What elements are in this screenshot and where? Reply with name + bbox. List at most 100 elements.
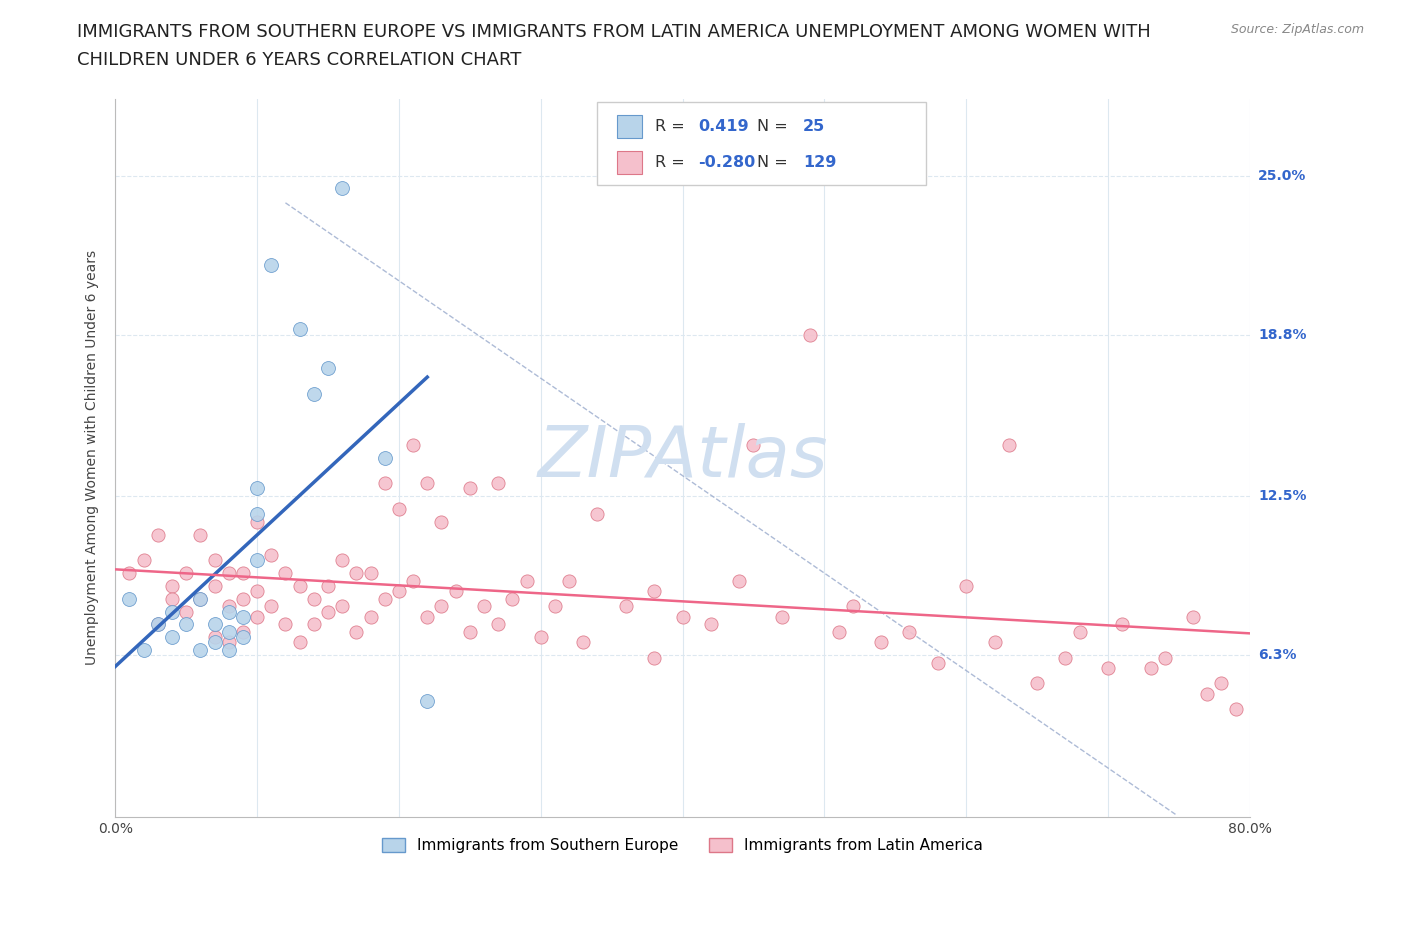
Point (841, 599, 863, 614)
Point (118, 591, 141, 606)
FancyBboxPatch shape (617, 115, 641, 139)
Point (927, 656, 949, 671)
Point (330, 181, 353, 196)
Point (218, 635, 240, 650)
Point (218, 599, 240, 614)
Point (374, 450, 396, 465)
Point (260, 258, 283, 272)
Point (288, 322, 311, 337)
Point (898, 625, 921, 640)
Text: Source: ZipAtlas.com: Source: ZipAtlas.com (1230, 23, 1364, 36)
Point (486, 476, 509, 491)
Point (416, 476, 439, 491)
Point (316, 578, 339, 593)
Legend: Immigrants from Southern Europe, Immigrants from Latin America: Immigrants from Southern Europe, Immigra… (375, 832, 990, 859)
Point (458, 625, 481, 640)
Point (174, 617, 197, 631)
Point (1054, 650, 1077, 665)
Point (501, 591, 523, 606)
Point (204, 635, 226, 650)
Point (302, 591, 325, 606)
Point (288, 635, 311, 650)
Point (458, 481, 481, 496)
Point (246, 609, 269, 624)
Point (586, 507, 609, 522)
Point (388, 584, 411, 599)
Point (870, 635, 893, 650)
Point (402, 437, 425, 452)
Point (360, 609, 382, 624)
Y-axis label: Unemployment Among Women with Children Under 6 years: Unemployment Among Women with Children U… (86, 250, 100, 665)
Point (232, 630, 254, 644)
Point (160, 591, 183, 606)
Text: 129: 129 (803, 154, 837, 170)
Point (388, 501, 411, 516)
Point (160, 578, 183, 593)
Point (146, 527, 169, 542)
Point (146, 617, 169, 631)
Point (330, 552, 353, 567)
Point (246, 584, 269, 599)
Point (344, 625, 367, 640)
Point (190, 591, 212, 606)
Point (160, 604, 183, 619)
Text: CHILDREN UNDER 6 YEARS CORRELATION CHART: CHILDREN UNDER 6 YEARS CORRELATION CHART (77, 51, 522, 69)
Point (218, 565, 240, 580)
Text: 12.5%: 12.5% (1258, 489, 1306, 503)
Point (486, 617, 509, 631)
Point (983, 635, 1005, 650)
Point (204, 578, 226, 593)
Text: 0.419: 0.419 (699, 119, 749, 134)
Point (1139, 660, 1161, 675)
Point (260, 599, 283, 614)
Text: R =: R = (655, 154, 690, 170)
Point (246, 514, 269, 529)
Point (472, 599, 495, 614)
Text: -0.280: -0.280 (699, 154, 755, 170)
Point (232, 625, 254, 640)
Point (430, 599, 453, 614)
Point (232, 609, 254, 624)
Point (1225, 701, 1247, 716)
Point (302, 386, 325, 401)
Point (728, 574, 751, 589)
Point (246, 507, 269, 522)
Point (344, 565, 367, 580)
Point (218, 643, 240, 658)
Point (430, 514, 453, 529)
FancyBboxPatch shape (598, 102, 927, 185)
Point (218, 625, 240, 640)
Point (274, 565, 297, 580)
Point (742, 437, 765, 452)
Point (160, 630, 183, 644)
Point (330, 599, 353, 614)
Point (316, 361, 339, 376)
Point (246, 552, 269, 567)
Text: 25: 25 (803, 119, 825, 134)
Point (190, 643, 212, 658)
Point (132, 552, 155, 567)
Point (1026, 676, 1049, 691)
Point (955, 578, 977, 593)
Point (643, 650, 665, 665)
Point (558, 574, 581, 589)
Point (827, 625, 849, 640)
Text: IMMIGRANTS FROM SOUTHERN EUROPE VS IMMIGRANTS FROM LATIN AMERICA UNEMPLOYMENT AM: IMMIGRANTS FROM SOUTHERN EUROPE VS IMMIG… (77, 23, 1152, 41)
Point (118, 565, 141, 580)
Point (1197, 686, 1219, 701)
Point (260, 548, 283, 563)
FancyBboxPatch shape (617, 151, 641, 174)
Point (1211, 676, 1233, 691)
Point (288, 578, 311, 593)
Point (515, 574, 537, 589)
Point (174, 604, 197, 619)
Point (204, 552, 226, 567)
Text: 25.0%: 25.0% (1258, 168, 1306, 182)
Point (190, 591, 212, 606)
Point (204, 617, 226, 631)
Point (444, 584, 467, 599)
Point (799, 327, 821, 342)
Point (146, 617, 169, 631)
Point (274, 617, 297, 631)
Text: 6.3%: 6.3% (1258, 648, 1296, 662)
